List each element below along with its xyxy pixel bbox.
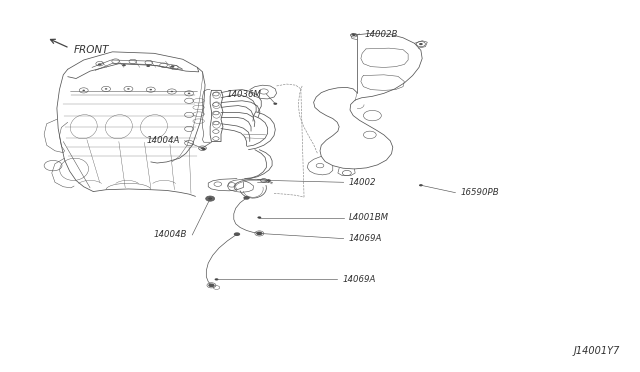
Text: 14002: 14002 (349, 178, 376, 187)
Circle shape (83, 90, 85, 91)
Circle shape (214, 278, 218, 280)
Text: 14004B: 14004B (154, 230, 187, 240)
Circle shape (208, 198, 212, 200)
Text: L4001BM: L4001BM (349, 213, 389, 222)
Circle shape (273, 103, 277, 105)
Circle shape (200, 147, 204, 149)
Text: 14002B: 14002B (365, 29, 398, 39)
Circle shape (127, 88, 130, 90)
Circle shape (202, 148, 205, 150)
Text: 16590PB: 16590PB (461, 188, 499, 197)
Circle shape (353, 35, 355, 36)
Circle shape (122, 64, 126, 66)
Circle shape (150, 89, 152, 90)
Circle shape (256, 232, 262, 235)
Text: J14001Y7: J14001Y7 (574, 346, 620, 356)
Text: 14036M: 14036M (227, 90, 261, 99)
Circle shape (188, 93, 190, 94)
Text: 14004A: 14004A (146, 136, 179, 145)
Circle shape (171, 65, 174, 68)
Circle shape (267, 179, 271, 182)
Text: FRONT: FRONT (74, 45, 109, 55)
Circle shape (208, 283, 214, 287)
Circle shape (234, 232, 240, 236)
Circle shape (352, 34, 356, 36)
Text: 14069A: 14069A (342, 275, 376, 284)
Circle shape (171, 91, 173, 92)
Circle shape (419, 184, 423, 186)
Circle shape (419, 43, 423, 45)
Text: 14069A: 14069A (349, 234, 382, 243)
Circle shape (257, 232, 261, 235)
Circle shape (243, 196, 250, 200)
Circle shape (257, 217, 261, 219)
Circle shape (147, 65, 150, 67)
Circle shape (98, 63, 102, 65)
Circle shape (105, 88, 108, 90)
Circle shape (205, 196, 214, 201)
